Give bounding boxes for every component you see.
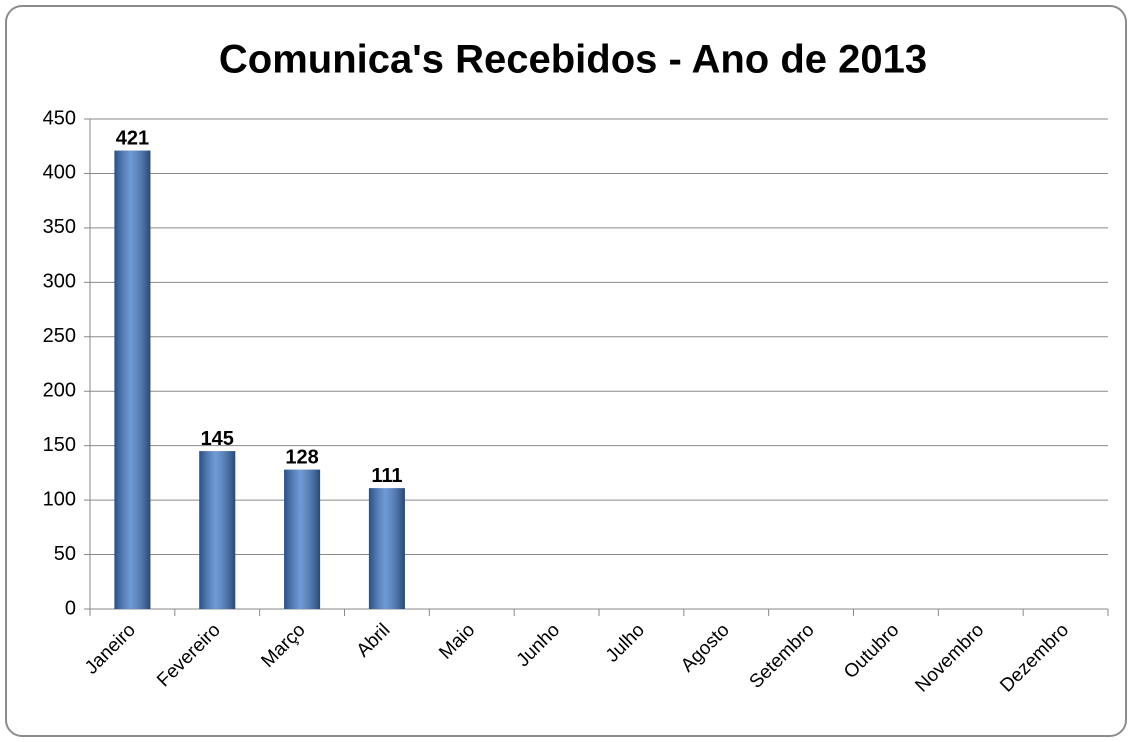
bar-shade bbox=[368, 488, 405, 609]
value-label: 145 bbox=[201, 428, 234, 450]
y-tick-label: 150 bbox=[43, 434, 76, 456]
y-tick-label: 250 bbox=[43, 325, 76, 347]
value-label: 128 bbox=[285, 447, 318, 469]
bar-shade bbox=[114, 150, 151, 610]
bar-shade bbox=[199, 451, 236, 609]
value-label: 111 bbox=[371, 465, 402, 487]
y-tick-label: 50 bbox=[54, 543, 76, 565]
y-tick-label: 350 bbox=[43, 216, 76, 238]
chart-frame bbox=[5, 5, 1127, 737]
y-tick-label: 100 bbox=[43, 488, 76, 510]
chart-title: Comunica's Recebidos - Ano de 2013 bbox=[219, 38, 927, 82]
y-tick-label: 0 bbox=[65, 597, 76, 619]
y-tick-label: 400 bbox=[43, 162, 76, 184]
y-tick-label: 450 bbox=[43, 107, 76, 129]
y-tick-label: 200 bbox=[43, 380, 76, 402]
bar-shade bbox=[284, 469, 321, 609]
value-label: 421 bbox=[116, 128, 149, 150]
y-tick-label: 300 bbox=[43, 271, 76, 293]
